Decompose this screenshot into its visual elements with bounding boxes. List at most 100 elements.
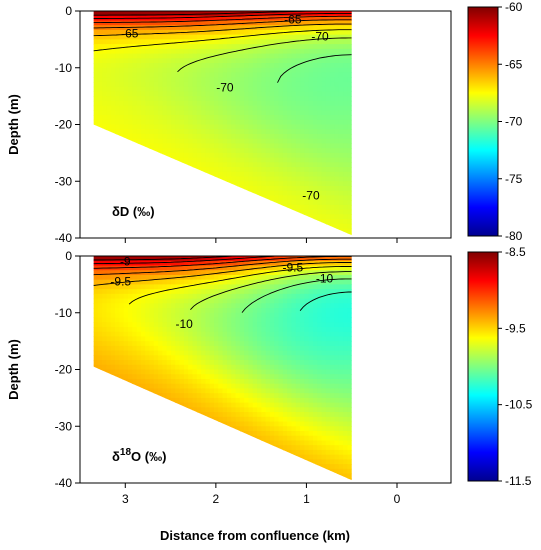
- field-cell: [175, 449, 181, 456]
- field-cell: [93, 110, 99, 116]
- field-cell: [183, 289, 189, 295]
- field-cell: [149, 223, 155, 230]
- field-cell: [226, 308, 232, 314]
- field-cell: [222, 464, 228, 470]
- field-cell: [278, 129, 284, 135]
- field-cell: [244, 421, 250, 427]
- field-cell: [110, 279, 116, 285]
- field-cell: [252, 48, 258, 55]
- field-cell: [192, 308, 198, 314]
- field-cell: [222, 138, 228, 145]
- field-cell: [235, 148, 241, 154]
- field-cell: [252, 77, 258, 83]
- field-cell: [93, 464, 99, 470]
- field-cell: [97, 345, 103, 352]
- field-cell: [239, 138, 245, 145]
- field-cell: [282, 86, 288, 92]
- field-cell: [97, 326, 103, 333]
- field-cell: [123, 265, 129, 271]
- field-cell: [338, 162, 344, 168]
- field-cell: [282, 200, 288, 206]
- field-cell: [308, 63, 314, 69]
- field-cell: [183, 364, 189, 371]
- field-cell: [209, 336, 215, 342]
- field-cell: [201, 34, 207, 40]
- field-cell: [123, 171, 129, 178]
- field-cell: [132, 100, 138, 107]
- field-cell: [97, 44, 103, 50]
- field-cell: [188, 167, 194, 173]
- field-cell: [106, 341, 112, 347]
- field-cell: [347, 181, 352, 187]
- field-cell: [226, 402, 232, 408]
- field-cell: [291, 96, 297, 102]
- field-cell: [235, 138, 241, 145]
- field-cell: [149, 44, 155, 50]
- field-cell: [214, 270, 219, 276]
- field-cell: [102, 360, 108, 366]
- field-cell: [209, 303, 215, 309]
- field-cell: [261, 20, 267, 26]
- field-cell: [132, 143, 138, 149]
- field-cell: [140, 105, 146, 111]
- field-cell: [205, 204, 211, 211]
- field-cell: [149, 171, 155, 178]
- field-cell: [321, 34, 327, 40]
- field-cell: [106, 200, 112, 206]
- field-cell: [330, 185, 336, 192]
- field-cell: [235, 72, 241, 78]
- field-cell: [265, 152, 271, 159]
- field-cell: [162, 105, 168, 111]
- field-cell: [257, 369, 262, 375]
- field-cell: [343, 96, 349, 102]
- field-cell: [136, 124, 142, 130]
- field-cell: [343, 20, 349, 26]
- field-cell: [287, 86, 293, 92]
- field-cell: [136, 63, 142, 69]
- field-cell: [132, 138, 138, 145]
- field-cell: [145, 279, 151, 285]
- field-cell: [321, 77, 327, 83]
- field-cell: [132, 284, 138, 290]
- field-cell: [231, 364, 237, 371]
- field-cell: [287, 44, 293, 50]
- field-cell: [97, 185, 103, 192]
- field-cell: [248, 279, 254, 285]
- field-cell: [343, 115, 349, 121]
- field-cell: [209, 274, 215, 281]
- field-cell: [179, 383, 185, 390]
- field-cell: [123, 143, 129, 149]
- field-cell: [239, 214, 245, 220]
- field-cell: [205, 86, 211, 92]
- field-cell: [261, 449, 267, 456]
- field-cell: [183, 293, 189, 300]
- field-cell: [201, 67, 207, 74]
- field-cell: [106, 223, 112, 230]
- field-cell: [175, 369, 181, 375]
- field-cell: [110, 298, 116, 304]
- field-cell: [119, 312, 125, 319]
- field-cell: [295, 67, 301, 74]
- field-cell: [140, 11, 146, 17]
- field-cell: [269, 270, 275, 276]
- field-cell: [209, 115, 215, 121]
- field-cell: [93, 148, 99, 154]
- field-cell: [257, 167, 262, 173]
- field-cell: [244, 284, 250, 290]
- field-cell: [274, 274, 280, 281]
- field-cell: [257, 162, 262, 168]
- field-cell: [171, 388, 176, 394]
- field-cell: [265, 326, 271, 333]
- field-cell: [175, 223, 181, 230]
- field-cell: [188, 39, 194, 45]
- field-cell: [274, 214, 280, 220]
- field-cell: [102, 138, 108, 145]
- field-cell: [235, 105, 241, 111]
- field-cell: [162, 200, 168, 206]
- field-cell: [295, 148, 301, 154]
- field-cell: [106, 86, 112, 92]
- field-cell: [171, 402, 176, 408]
- field-cell: [325, 152, 331, 159]
- field-cell: [110, 96, 116, 102]
- field-cell: [115, 350, 120, 356]
